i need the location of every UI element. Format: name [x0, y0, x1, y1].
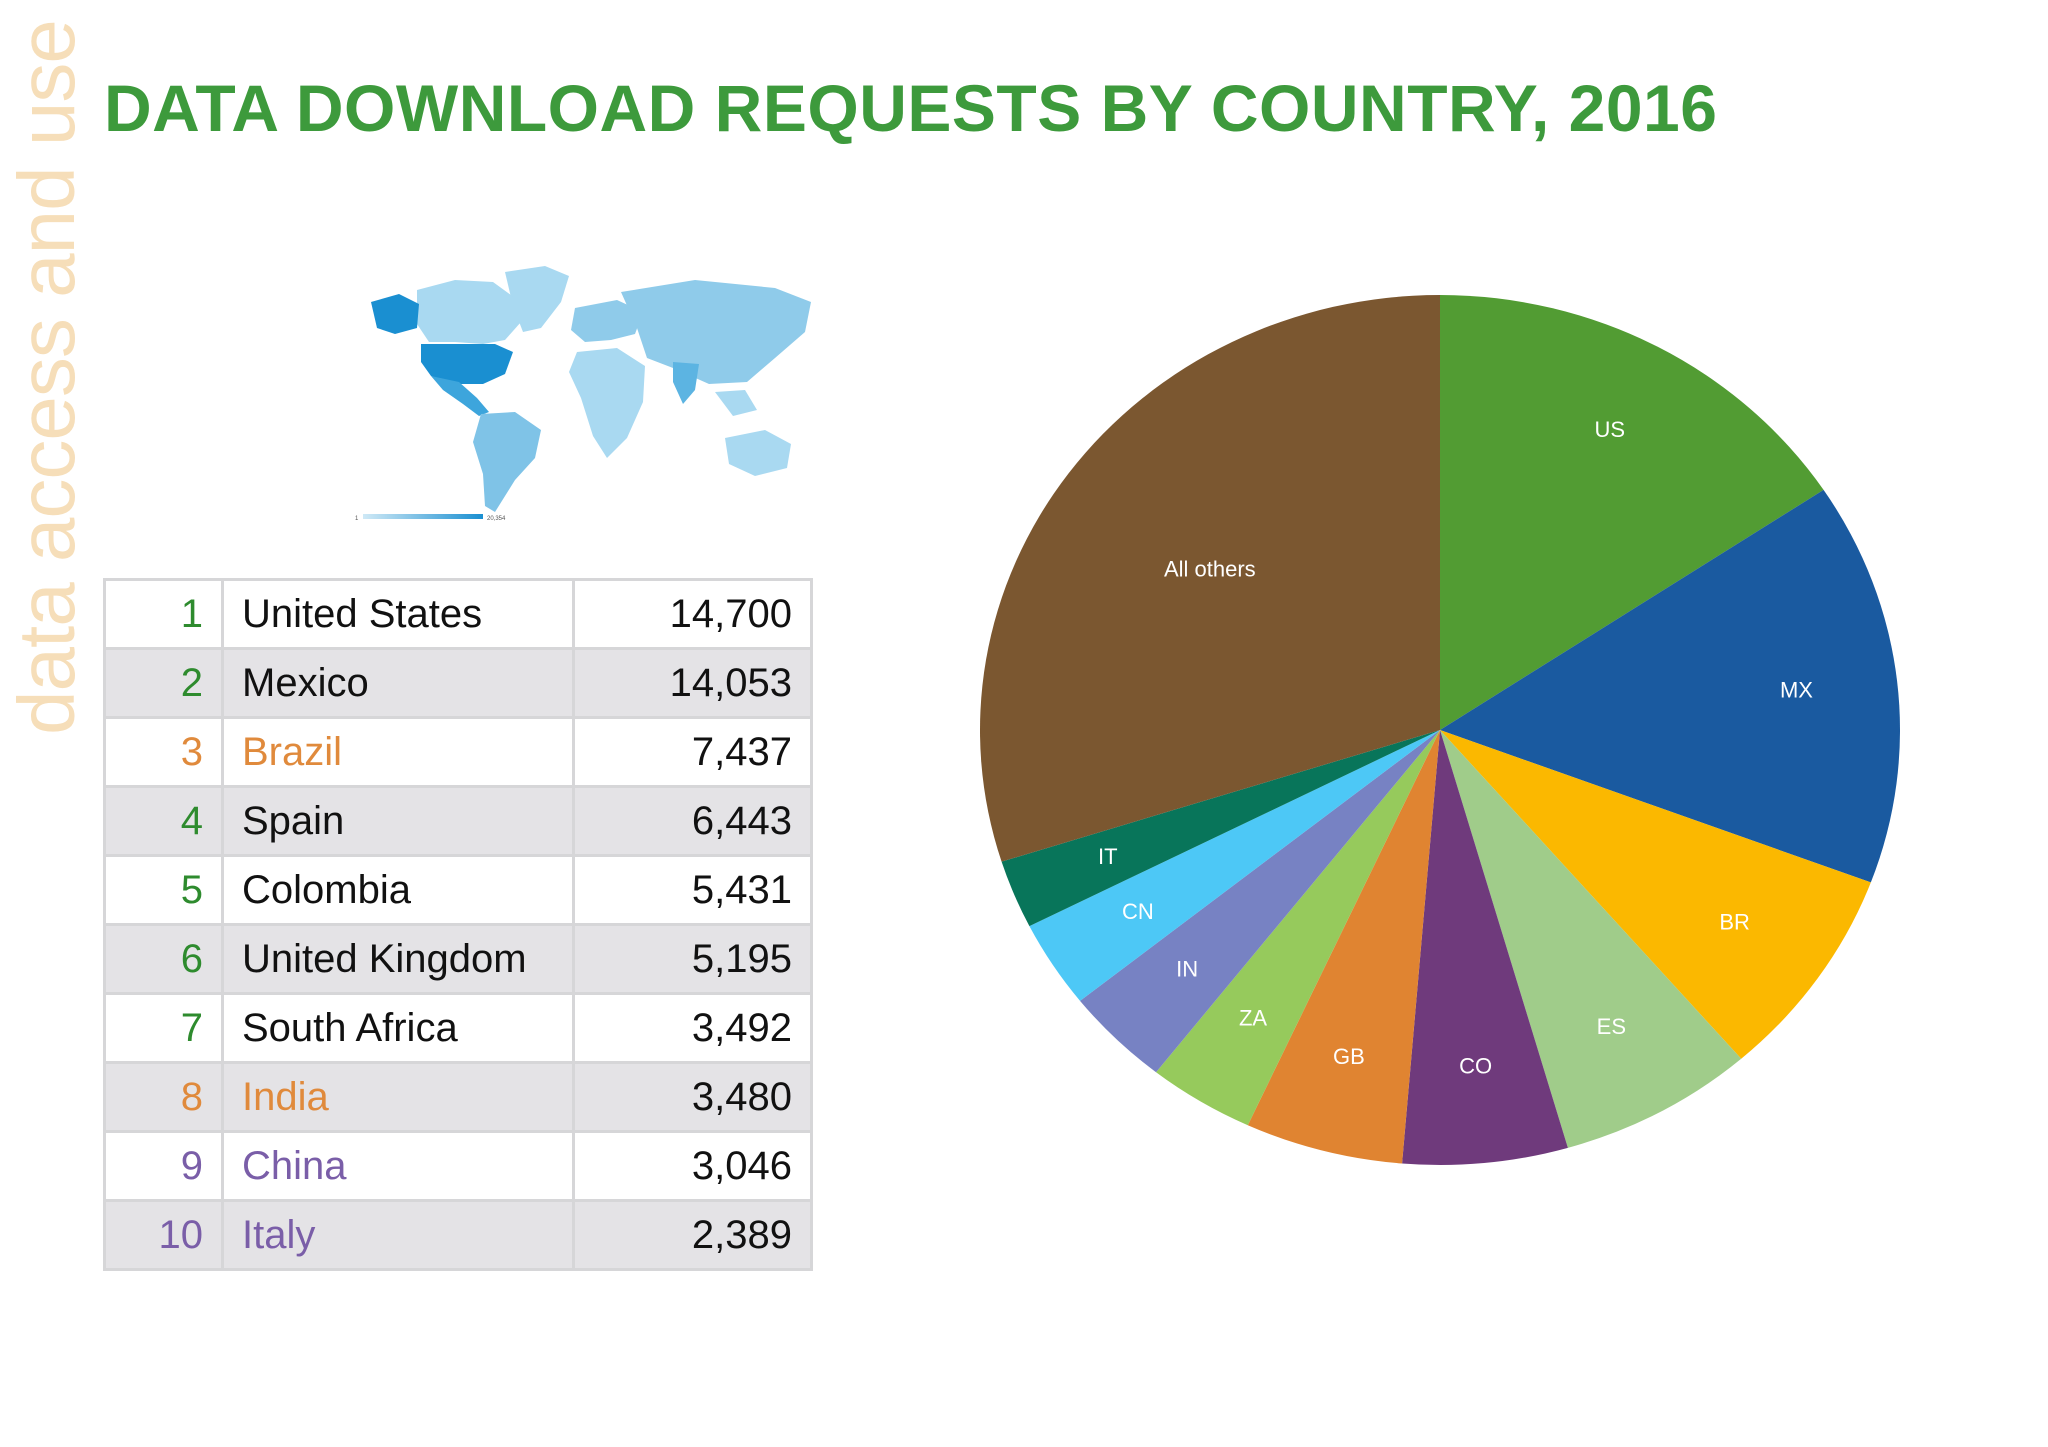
ranking-row: 7 South Africa 3,492: [103, 992, 813, 1064]
ranking-row: 5 Colombia 5,431: [103, 854, 813, 926]
ranking-rank: 10: [103, 1199, 224, 1271]
pie-slice-gb: [1247, 730, 1440, 1164]
map-legend-bar: [363, 514, 483, 519]
ranking-value: 3,480: [572, 1061, 813, 1133]
ranking-value: 7,437: [572, 716, 813, 788]
pie-slice-mx: [1440, 489, 1900, 883]
map-usa: [421, 344, 513, 384]
map-mexico: [431, 376, 489, 416]
pie-label-gb: GB: [1333, 1044, 1365, 1069]
ranking-rank: 3: [103, 716, 224, 788]
pie-label-za: ZA: [1239, 1005, 1267, 1030]
ranking-rank: 1: [103, 578, 224, 650]
ranking-country: Colombia: [221, 854, 575, 926]
pie-label-us: US: [1595, 417, 1626, 442]
ranking-country: Brazil: [221, 716, 575, 788]
pie-slice-za: [1156, 730, 1440, 1126]
ranking-rank: 7: [103, 992, 224, 1064]
ranking-value: 5,431: [572, 854, 813, 926]
ranking-row: 2 Mexico 14,053: [103, 647, 813, 719]
ranking-value: 3,046: [572, 1130, 813, 1202]
ranking-country: United States: [221, 578, 575, 650]
map-greenland: [505, 266, 569, 332]
ranking-row: 8 India 3,480: [103, 1061, 813, 1133]
pie-label-br: BR: [1719, 909, 1750, 934]
map-asia: [621, 280, 811, 384]
ranking-row: 3 Brazil 7,437: [103, 716, 813, 788]
ranking-country: Italy: [221, 1199, 575, 1271]
pie-slice-all-others: [980, 295, 1440, 862]
ranking-value: 14,053: [572, 647, 813, 719]
map-se-asia: [715, 390, 757, 416]
pie-label-cn: CN: [1122, 899, 1154, 924]
ranking-row: 9 China 3,046: [103, 1130, 813, 1202]
ranking-country: India: [221, 1061, 575, 1133]
page-title: DATA DOWNLOAD REQUESTS BY COUNTRY, 2016: [104, 71, 1718, 145]
ranking-rank: 5: [103, 854, 224, 926]
ranking-row: 10 Italy 2,389: [103, 1199, 813, 1271]
map-india: [673, 362, 699, 404]
map-legend-min: 1: [355, 516, 359, 522]
ranking-country: China: [221, 1130, 575, 1202]
ranking-rank: 9: [103, 1130, 224, 1202]
map-land: [371, 266, 811, 512]
pie-chart: US MX BR ES CO GB ZA IN CN IT All others: [980, 295, 1900, 1165]
ranking-value: 6,443: [572, 785, 813, 857]
pie-label-mx: MX: [1780, 677, 1813, 702]
pie-label-all-others: All others: [1164, 557, 1256, 582]
ranking-table-body: 1 United States 14,700 2 Mexico 14,053 3 Brazil…: [103, 578, 813, 1271]
map-europe: [571, 300, 643, 342]
map-legend-max: 20,354: [487, 516, 506, 522]
ranking-value: 2,389: [572, 1199, 813, 1271]
ranking-table: 1 United States 14,700 2 Mexico 14,053 3 Brazil…: [103, 578, 813, 1271]
pie-label-it: IT: [1098, 844, 1118, 869]
map-canada: [417, 280, 521, 344]
world-map: 1 20,354: [355, 266, 811, 522]
ranking-country: South Africa: [221, 992, 575, 1064]
ranking-rank: 2: [103, 647, 224, 719]
pie-slice-es: [1440, 730, 1742, 1148]
ranking-country: Mexico: [221, 647, 575, 719]
ranking-rank: 8: [103, 1061, 224, 1133]
map-alaska: [371, 294, 419, 334]
map-africa: [569, 348, 645, 458]
ranking-value: 14,700: [572, 578, 813, 650]
ranking-value: 5,195: [572, 923, 813, 995]
ranking-country: United Kingdom: [221, 923, 575, 995]
pie-slice-in: [1080, 730, 1440, 1073]
section-side-label: data access and use: [2, 20, 91, 735]
pie-slice-us: [1440, 295, 1824, 730]
pie-slice-cn: [1029, 730, 1440, 1001]
ranking-country: Spain: [221, 785, 575, 857]
pie-slice-co: [1402, 730, 1568, 1165]
pie-slice-br: [1440, 730, 1871, 1059]
ranking-value: 3,492: [572, 992, 813, 1064]
pie-label-co: CO: [1459, 1053, 1492, 1078]
ranking-row: 6 United Kingdom 5,195: [103, 923, 813, 995]
pie-label-in: IN: [1176, 957, 1198, 982]
pie-slice-it: [1001, 730, 1440, 927]
ranking-row: 4 Spain 6,443: [103, 785, 813, 857]
pie-label-es: ES: [1597, 1014, 1626, 1039]
map-south-america: [473, 412, 541, 512]
ranking-row: 1 United States 14,700: [103, 578, 813, 650]
ranking-rank: 4: [103, 785, 224, 857]
ranking-rank: 6: [103, 923, 224, 995]
map-australia: [725, 430, 791, 476]
